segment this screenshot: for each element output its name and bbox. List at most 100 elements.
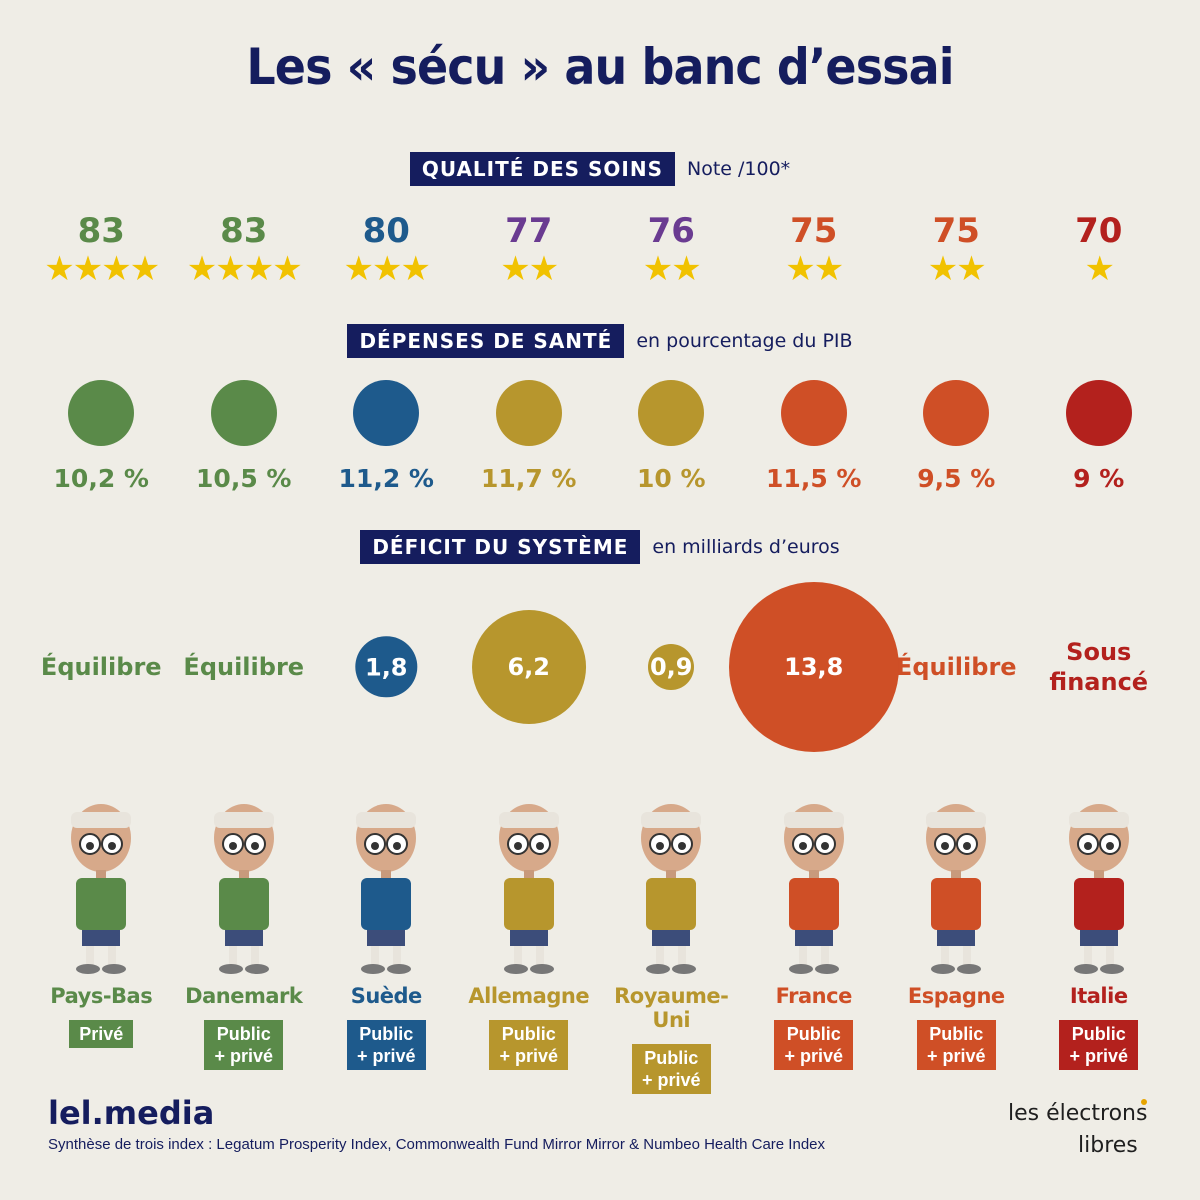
deficit-item: 13,8	[728, 582, 899, 752]
character-illustration	[1028, 778, 1171, 978]
spending-dot	[68, 380, 135, 446]
deficit-bubble: 1,8	[355, 636, 417, 698]
system-badge: Public + privé	[1059, 1020, 1139, 1070]
system-badge: Public + privé	[916, 1020, 996, 1070]
spending-value: 10,2 %	[53, 464, 149, 493]
quality-item: 70 ★	[1028, 212, 1171, 288]
spending-value: 10,5 %	[196, 464, 292, 493]
quality-sub: Note /100*	[687, 158, 791, 180]
country-item: Danemark Public + privé	[173, 984, 316, 1094]
spending-item: 10,2 %	[30, 380, 173, 493]
spending-dot	[923, 380, 990, 446]
country-name: Espagne	[907, 984, 1005, 1008]
quality-item: 83 ★★★★	[173, 212, 316, 288]
deficit-row: Équilibre Équilibre 1,8 6,2 0,9 13,8 Équilibre…	[30, 582, 1170, 752]
star-rating-icon: ★★	[642, 250, 702, 288]
quality-row: 83 ★★★★ 83 ★★★★ 80 ★★★ 77 ★★ 76 ★★ 75 ★★ 75 ★★ 70 ★	[30, 212, 1170, 288]
country-name: Danemark	[185, 984, 303, 1008]
deficit-bubble: 0,9	[648, 644, 695, 690]
quality-score: 80	[362, 211, 410, 251]
country-name: Suède	[350, 984, 423, 1008]
country-item: France Public + privé	[743, 984, 886, 1094]
quality-score: 70	[1075, 211, 1123, 251]
spending-value: 9 %	[1073, 464, 1125, 493]
quality-label: QUALITÉ DES SOINS	[409, 152, 675, 186]
deficit-item: Équilibre	[885, 582, 1028, 752]
country-item: Allemagne Public + privé	[458, 984, 601, 1094]
logo-line1: les électrons	[1008, 1101, 1147, 1126]
spending-dot	[210, 380, 277, 446]
spending-header: DÉPENSES DE SANTÉ en pourcentage du PIB	[0, 324, 1200, 358]
logo-line2: libres	[1078, 1133, 1138, 1158]
country-item: Suède Public + privé	[315, 984, 458, 1094]
spending-value: 11,5 %	[766, 464, 862, 493]
country-name: France	[775, 984, 853, 1008]
spending-value: 11,7 %	[481, 464, 577, 493]
spending-item: 11,5 %	[743, 380, 886, 493]
spending-value: 9,5 %	[917, 464, 996, 493]
system-badge: Public + privé	[204, 1020, 284, 1070]
country-item: Italie Public + privé	[1028, 984, 1171, 1094]
character-illustration	[458, 778, 601, 978]
quality-item: 77 ★★	[458, 212, 601, 288]
quality-score: 75	[790, 211, 838, 251]
character-illustration	[30, 778, 173, 978]
spending-dot	[495, 380, 562, 446]
country-name: Royaume-Uni	[614, 984, 729, 1032]
quality-item: 83 ★★★★	[30, 212, 173, 288]
deficit-bubble: 6,2	[471, 610, 586, 724]
quality-score: 83	[77, 211, 125, 251]
spending-item: 11,2 %	[315, 380, 458, 493]
country-name: Allemagne	[468, 984, 590, 1008]
character-illustration	[315, 778, 458, 978]
logo-accent-dot	[1141, 1099, 1147, 1105]
deficit-text: Sous financé	[1049, 638, 1149, 696]
star-rating-icon: ★★★	[343, 250, 431, 288]
countries-row: Pays-Bas Privé Danemark Public + privé Suède…	[30, 984, 1170, 1094]
spending-value: 10 %	[636, 464, 706, 493]
deficit-header: DÉFICIT DU SYSTÈME en milliards d’euros	[0, 530, 1200, 564]
country-item: Pays-Bas Privé	[30, 984, 173, 1094]
character-illustration	[885, 778, 1028, 978]
footnote: Synthèse de trois index : Legatum Prospe…	[48, 1136, 826, 1153]
country-name: Pays-Bas	[50, 984, 153, 1008]
spending-item: 11,7 %	[458, 380, 601, 493]
spending-dot	[638, 380, 705, 446]
spending-value: 11,2 %	[338, 464, 434, 493]
deficit-item: 0,9	[600, 582, 743, 752]
star-rating-icon: ★★	[785, 250, 844, 288]
system-badge: Public + privé	[346, 1020, 426, 1070]
spending-label: DÉPENSES DE SANTÉ	[347, 324, 625, 358]
spending-dot	[1065, 380, 1132, 446]
electrons-libres-logo: les électrons libres	[1008, 1099, 1147, 1158]
quality-item: 80 ★★★	[315, 212, 458, 288]
spending-dot	[353, 380, 420, 446]
deficit-text: Équilibre	[40, 653, 162, 681]
country-item: Royaume-Uni Public + privé	[600, 984, 743, 1094]
deficit-bubble: 13,8	[728, 582, 899, 752]
spending-dot	[780, 380, 847, 446]
characters-row	[30, 778, 1170, 978]
star-rating-icon: ★★★★	[186, 250, 303, 288]
deficit-item: 1,8	[315, 582, 458, 752]
deficit-label: DÉFICIT DU SYSTÈME	[360, 530, 641, 564]
character-illustration	[743, 778, 886, 978]
system-badge: Public + privé	[774, 1020, 854, 1070]
spending-sub: en pourcentage du PIB	[636, 330, 853, 352]
quality-item: 75 ★★	[885, 212, 1028, 288]
deficit-item: Équilibre	[30, 582, 173, 752]
quality-item: 75 ★★	[743, 212, 886, 288]
quality-score: 76	[647, 211, 695, 251]
spending-item: 10,5 %	[173, 380, 316, 493]
quality-header: QUALITÉ DES SOINS Note /100*	[0, 152, 1200, 186]
deficit-item: Équilibre	[173, 582, 316, 752]
spending-row: 10,2 % 10,5 % 11,2 % 11,7 % 10 % 11,5 % 9,5 % 9…	[30, 380, 1170, 493]
star-rating-icon: ★	[1084, 250, 1116, 288]
quality-score: 83	[220, 211, 268, 251]
deficit-text: Équilibre	[183, 653, 305, 681]
page-title: Les « sécu » au banc d’essai	[246, 38, 954, 96]
system-badge: Public + privé	[489, 1020, 569, 1070]
quality-score: 75	[932, 211, 980, 251]
deficit-sub: en milliards d’euros	[652, 536, 840, 558]
star-rating-icon: ★★★★	[44, 250, 160, 288]
